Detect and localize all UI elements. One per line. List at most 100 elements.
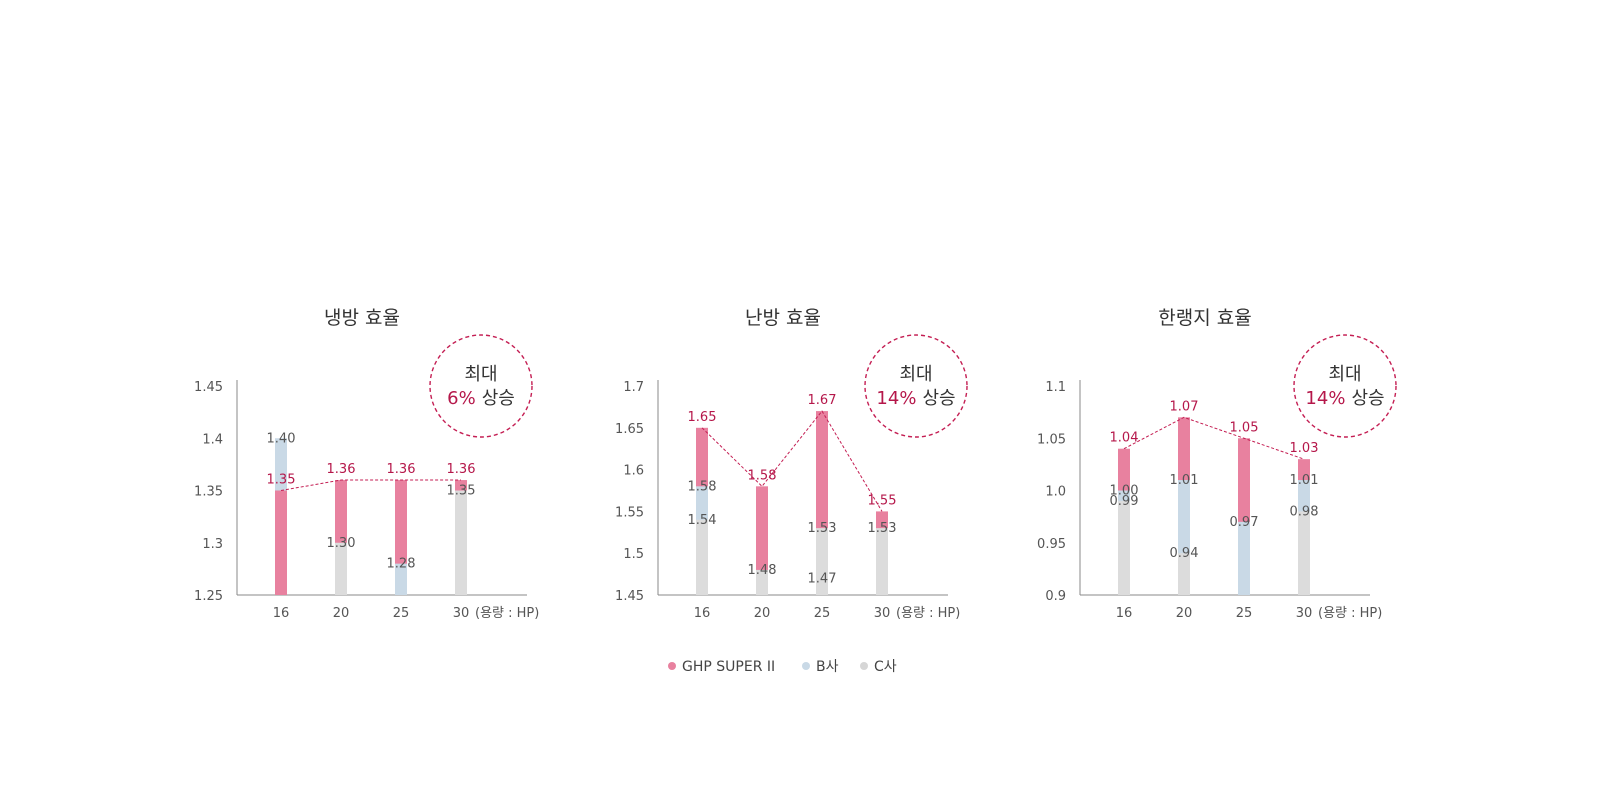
value-label-c: 1.48: [748, 563, 777, 578]
value-label-c: 1.54: [688, 513, 717, 528]
x-tick-label: 20: [333, 606, 350, 621]
x-tick-label: 25: [814, 606, 831, 621]
value-label-ghp: 1.05: [1230, 420, 1259, 435]
bar-c: [1178, 553, 1190, 595]
max-increase-badge: [864, 334, 968, 438]
legend-label: B사: [816, 659, 839, 675]
bar-c: [756, 569, 768, 595]
chart-title: 한랭지 효율: [1158, 307, 1251, 329]
legend-label: C사: [874, 659, 897, 675]
heating-efficiency-chart: 난방 효율 1.7 1.65 1.6 1.55 1.5 1.45 16 20 25 30 (용량 : …: [615, 307, 968, 621]
value-label-b: 0.97: [1230, 515, 1259, 530]
value-label-b: 1.58: [688, 479, 717, 494]
value-label-ghp: 1.65: [688, 410, 717, 425]
ghp-trend-line: [280, 479, 461, 491]
badge-rest: 상승: [1351, 388, 1384, 409]
y-tick-label: 1.55: [615, 505, 644, 520]
value-label-ghp: 1.36: [387, 462, 416, 477]
y-tick-label: 1.3: [202, 537, 223, 552]
value-label-ghp: 1.36: [327, 462, 356, 477]
legend: GHP SUPER II B사 C사: [668, 659, 897, 675]
legend-swatch: [802, 662, 810, 670]
y-tick-label: 1.45: [615, 589, 644, 604]
y-tick-label: 0.9: [1045, 589, 1066, 604]
value-label-c: 1.30: [327, 536, 356, 551]
ghp-trend-line: [1123, 416, 1305, 460]
badge-line2: 14% 상승: [1305, 388, 1384, 409]
x-tick-label: 20: [754, 606, 771, 621]
y-tick-label: 1.45: [194, 380, 223, 395]
bar-c: [696, 519, 708, 595]
badge-percent: 6%: [447, 388, 476, 409]
x-axis-unit-label: (용량 : HP): [896, 606, 960, 621]
y-tick-label: 1.5: [623, 547, 644, 562]
x-tick-label: 20: [1176, 606, 1193, 621]
y-tick-label: 1.25: [194, 589, 223, 604]
value-label-b: 1.00: [1110, 484, 1139, 499]
y-tick-label: 1.7: [623, 380, 644, 395]
x-tick-label: 16: [1116, 606, 1133, 621]
x-tick-label: 30: [453, 606, 470, 621]
value-label-ghp: 1.35: [267, 473, 296, 488]
value-label-b: 1.01: [1170, 473, 1199, 488]
x-axis-unit-label: (용량 : HP): [475, 606, 539, 621]
y-tick-label: 1.1: [1045, 380, 1066, 395]
x-tick-label: 25: [393, 606, 410, 621]
value-label-b: 1.01: [1290, 473, 1319, 488]
badge-line1: 최대: [899, 364, 932, 385]
y-tick-label: 0.95: [1037, 537, 1066, 552]
bar-c: [455, 490, 467, 595]
x-tick-label: 30: [1296, 606, 1313, 621]
bar-c: [1298, 511, 1310, 595]
x-tick-label: 16: [273, 606, 290, 621]
value-label-ghp: 1.04: [1110, 431, 1139, 446]
y-tick-label: 1.0: [1045, 485, 1066, 500]
badge-line1: 최대: [1328, 364, 1361, 385]
bar-c: [1118, 500, 1130, 595]
y-tick-label: 1.65: [615, 422, 644, 437]
badge-rest: 상승: [482, 388, 515, 409]
value-label-ghp: 1.36: [447, 462, 476, 477]
cold-region-efficiency-chart: 한랭지 효율 1.1 1.05 1.0 0.95 0.9 16 20 25 30 (용량 : HP)…: [1037, 307, 1397, 621]
ghp-trend-line: [701, 410, 883, 512]
bar-c: [335, 542, 347, 595]
legend-swatch: [860, 662, 868, 670]
max-increase-badge: [429, 334, 533, 438]
x-tick-label: 30: [874, 606, 891, 621]
value-label-c: 1.35: [447, 484, 476, 499]
bar-b: [395, 563, 407, 595]
value-label-c: 1.47: [808, 571, 837, 586]
chart-title: 냉방 효율: [324, 307, 400, 329]
badge-rest: 상승: [922, 388, 955, 409]
value-label-b: 1.28: [387, 557, 416, 572]
chart-title: 난방 효율: [745, 307, 821, 329]
x-tick-label: 25: [1236, 606, 1253, 621]
legend-label: GHP SUPER II: [682, 659, 775, 675]
y-tick-label: 1.6: [623, 464, 644, 479]
value-label-ghp: 1.55: [868, 493, 897, 508]
value-label-c: 0.99: [1110, 494, 1139, 509]
value-label-ghp: 1.67: [808, 393, 837, 408]
max-increase-badge: [1293, 334, 1397, 438]
badge-line2: 14% 상승: [876, 388, 955, 409]
y-tick-label: 1.4: [202, 432, 223, 447]
cooling-efficiency-chart: 냉방 효율 1.45 1.4 1.35 1.3 1.25 16 20 25 30 (용량 : HP)…: [194, 307, 539, 621]
legend-swatch: [668, 662, 676, 670]
value-label-c: 0.94: [1170, 546, 1199, 561]
y-tick-label: 1.35: [194, 485, 223, 500]
x-axis-unit-label: (용량 : HP): [1318, 606, 1382, 621]
badge-percent: 14%: [1305, 388, 1345, 409]
bar-ghp: [275, 490, 287, 595]
y-tick-label: 1.05: [1037, 432, 1066, 447]
badge-line2: 6% 상승: [447, 388, 515, 409]
value-label-c: 1.53: [808, 521, 837, 536]
bar-c: [816, 578, 828, 595]
value-label-b: 1.40: [267, 431, 296, 446]
x-tick-label: 16: [694, 606, 711, 621]
value-label-c: 0.98: [1290, 504, 1319, 519]
value-label-ghp: 1.07: [1170, 399, 1199, 414]
bar-b: [1238, 521, 1250, 595]
value-label-ghp: 1.03: [1290, 441, 1319, 456]
bar-c: [876, 528, 888, 595]
